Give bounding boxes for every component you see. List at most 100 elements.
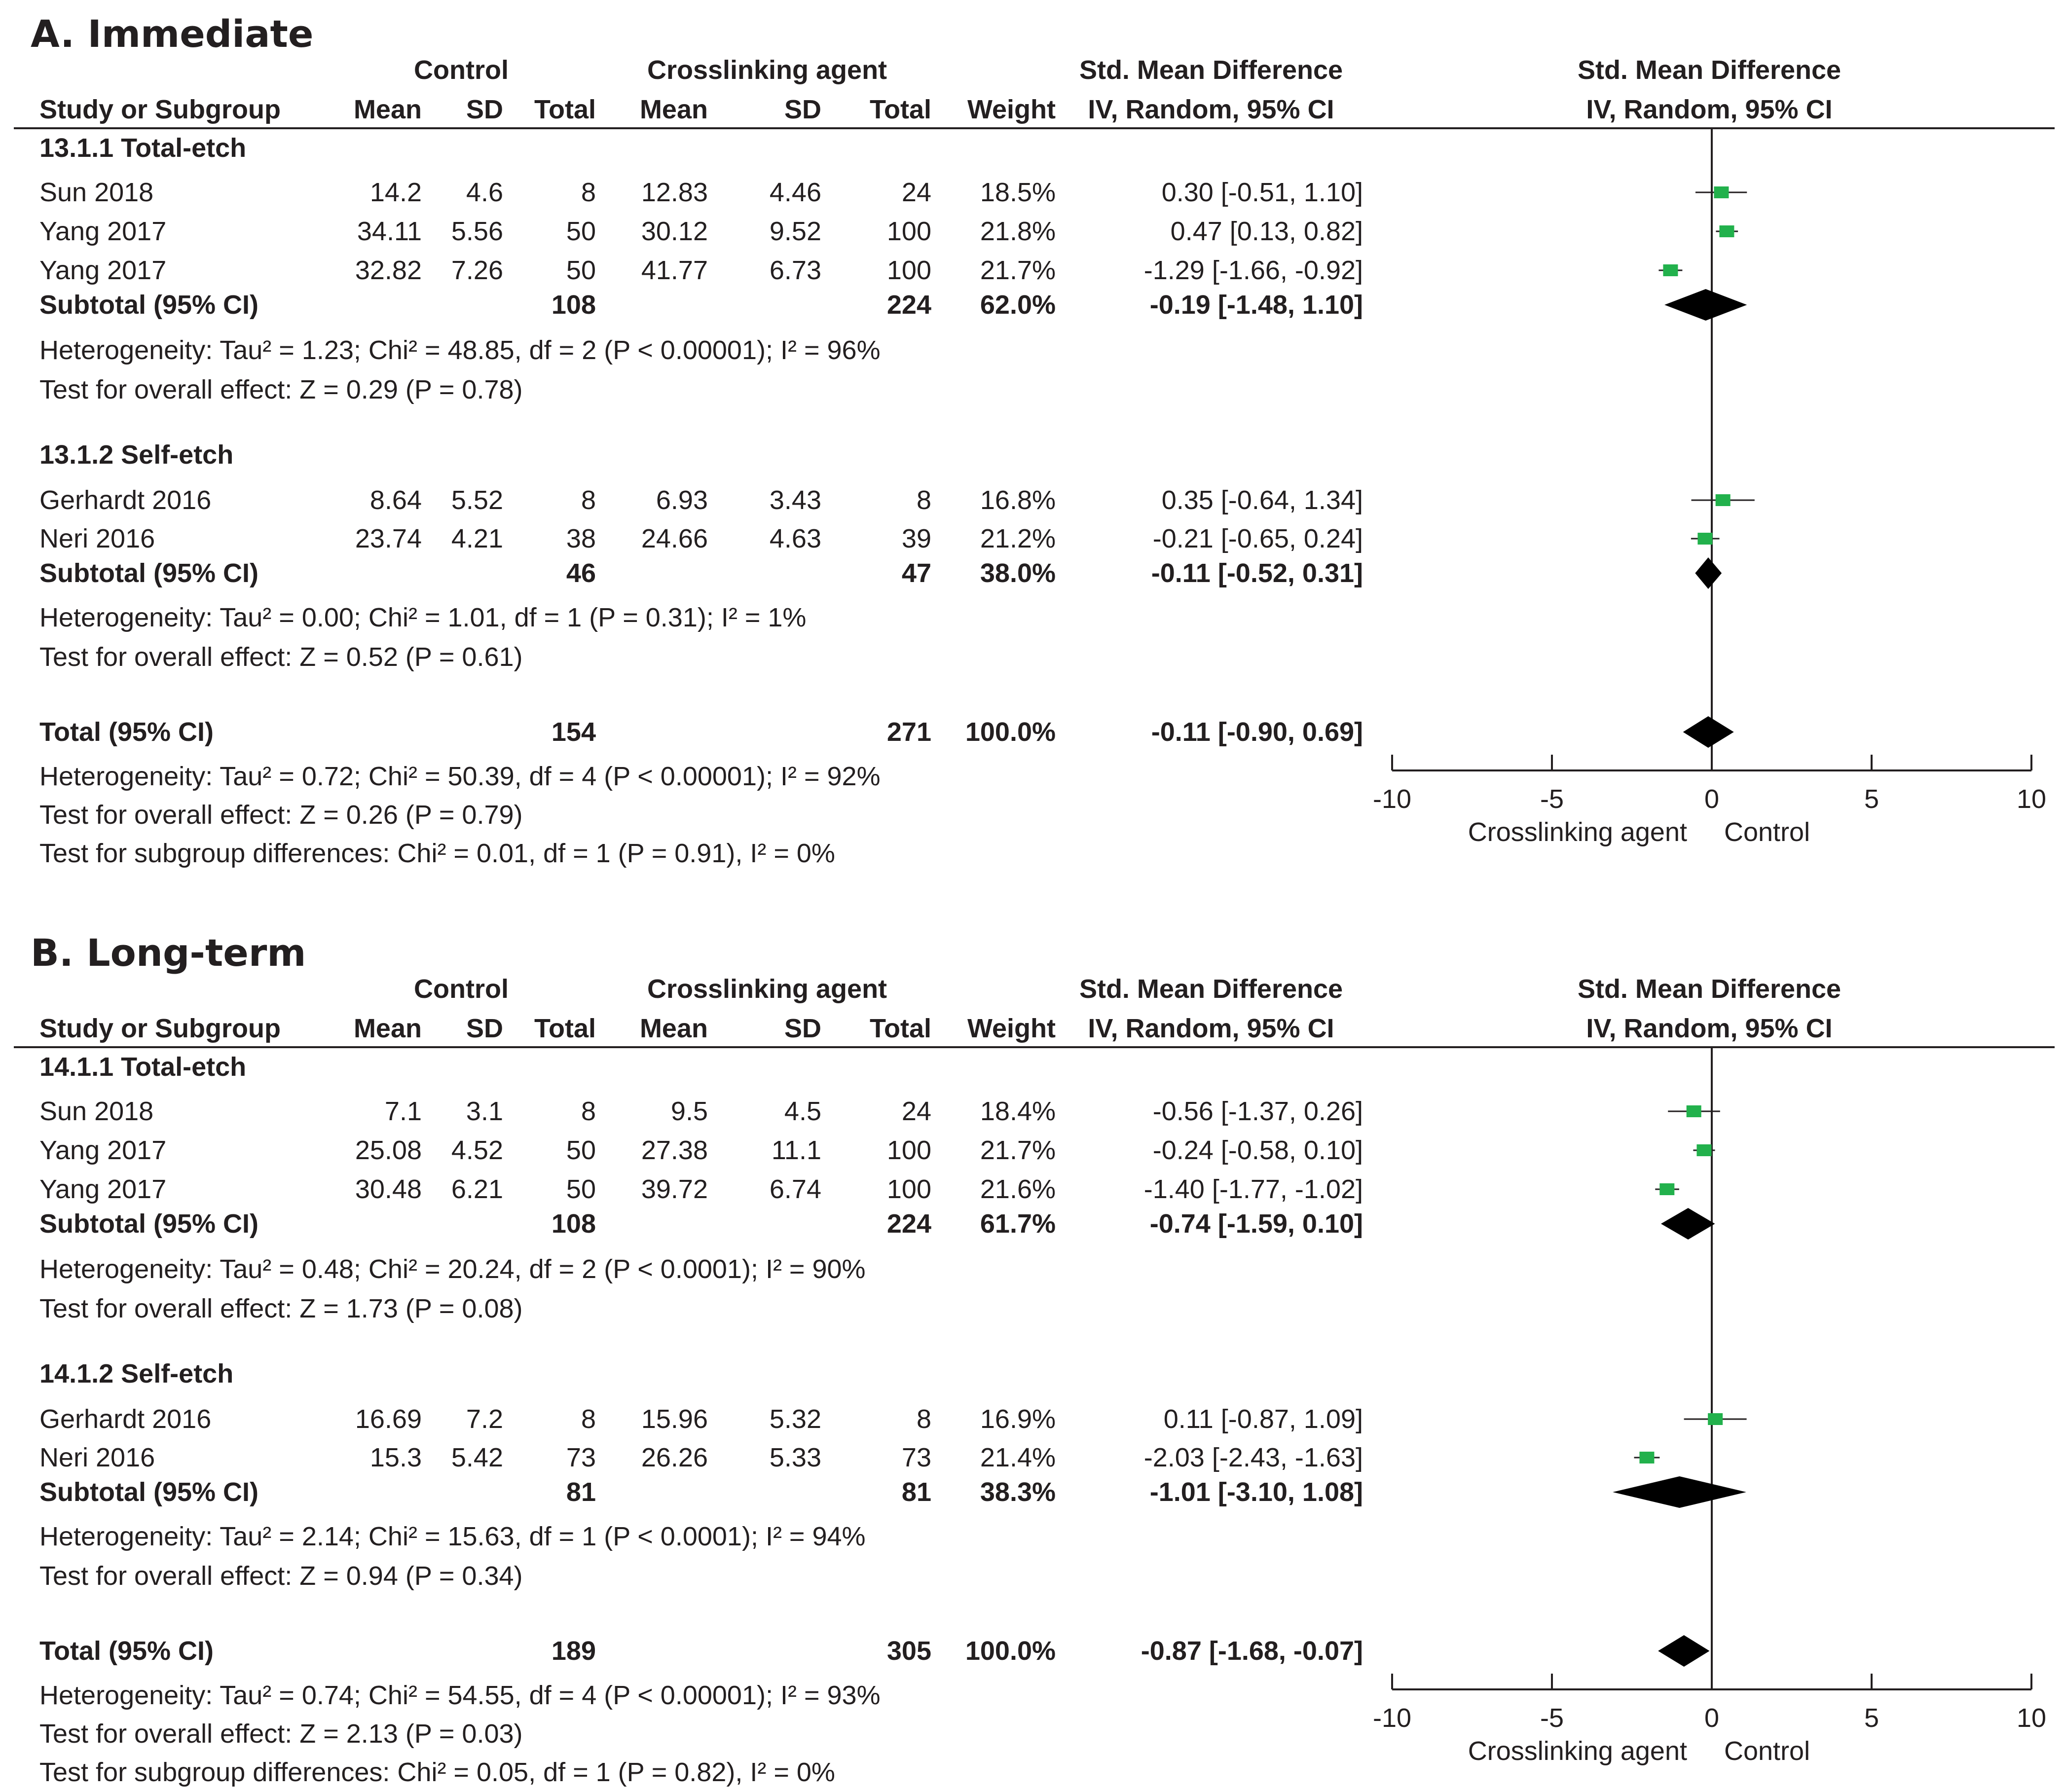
weight: 21.6% (980, 1174, 1056, 1204)
header-crosslinking: Crosslinking agent (647, 55, 887, 85)
header-smd: Std. Mean Difference (1079, 55, 1343, 85)
x-tick-label: -10 (1373, 784, 1411, 814)
sd-control: 5.42 (451, 1443, 503, 1472)
total-crosslinking: 24 (902, 178, 931, 207)
mean-control: 14.2 (370, 178, 422, 207)
x-tick-label: 10 (2017, 1703, 2046, 1733)
weight: 21.2% (980, 524, 1056, 553)
mean-crosslinking: 41.77 (641, 256, 708, 285)
total-label: Total (95% CI) (39, 717, 214, 747)
study-name: Neri 2016 (39, 1443, 155, 1472)
weight: 18.4% (980, 1097, 1056, 1126)
subtotal-label: Subtotal (95% CI) (39, 290, 258, 320)
study-marker (1708, 1413, 1723, 1425)
smd-ci: -0.19 [-1.48, 1.10] (1150, 290, 1363, 320)
header-total-control: Total (534, 1014, 596, 1043)
header-smd: Std. Mean Difference (1079, 974, 1343, 1004)
weight: 21.7% (980, 256, 1056, 285)
x-tick-label: 10 (2017, 784, 2046, 814)
total-control: 8 (581, 1097, 596, 1126)
total-crosslinking: 224 (887, 290, 931, 320)
mean-control: 16.69 (355, 1404, 422, 1434)
mean-control: 25.08 (355, 1135, 422, 1165)
total-control: 8 (581, 178, 596, 207)
weight: 38.0% (980, 558, 1056, 588)
sd-control: 5.56 (451, 217, 503, 246)
x-label-left: Crosslinking agent (1468, 1736, 1687, 1766)
total-control: 81 (566, 1477, 596, 1507)
header-method: IV, Random, 95% CI (1088, 1014, 1334, 1043)
mean-crosslinking: 24.66 (641, 524, 708, 553)
x-tick-label: 5 (1864, 1703, 1879, 1733)
study-name: Gerhardt 2016 (39, 485, 211, 515)
total-control: 8 (581, 1404, 596, 1434)
header-mean-control: Mean (354, 1014, 422, 1043)
total-crosslinking: 100 (887, 1174, 931, 1204)
header-sd-control: SD (466, 1014, 503, 1043)
header-weight: Weight (967, 95, 1056, 124)
mean-control: 15.3 (370, 1443, 422, 1472)
sd-control: 3.1 (466, 1097, 503, 1126)
study-name: Yang 2017 (39, 256, 166, 285)
total-control: 108 (552, 1209, 596, 1239)
weight: 38.3% (980, 1477, 1056, 1507)
overall-effect-text: Test for overall effect: Z = 1.73 (P = 0… (39, 1294, 523, 1323)
weight: 62.0% (980, 290, 1056, 320)
sd-crosslinking: 9.52 (770, 217, 821, 246)
sd-crosslinking: 6.73 (770, 256, 821, 285)
subtotal-diamond (1660, 1208, 1715, 1240)
total-crosslinking: 24 (902, 1097, 931, 1126)
study-marker (1719, 225, 1734, 237)
mean-crosslinking: 6.93 (656, 485, 708, 515)
weight: 21.7% (980, 1135, 1056, 1165)
smd-ci: -0.87 [-1.68, -0.07] (1141, 1636, 1363, 1666)
mean-crosslinking: 12.83 (641, 178, 708, 207)
sd-crosslinking: 4.46 (770, 178, 821, 207)
total-crosslinking: 271 (887, 717, 931, 747)
mean-control: 30.48 (355, 1174, 422, 1204)
subtotal-label: Subtotal (95% CI) (39, 1209, 258, 1239)
header-plot-method: IV, Random, 95% CI (1586, 1014, 1832, 1043)
mean-control: 23.74 (355, 524, 422, 553)
x-tick-label: -10 (1373, 1703, 1411, 1733)
total-crosslinking: 100 (887, 1135, 931, 1165)
total-control: 73 (566, 1443, 596, 1472)
footer-text: Test for overall effect: Z = 2.13 (P = 0… (39, 1719, 523, 1749)
sd-control: 4.21 (451, 524, 503, 553)
heterogeneity-text: Heterogeneity: Tau² = 0.00; Chi² = 1.01,… (39, 603, 806, 632)
header-total-crosslinking: Total (870, 1014, 931, 1043)
weight: 16.9% (980, 1404, 1056, 1434)
total-crosslinking: 73 (902, 1443, 931, 1472)
mean-control: 7.1 (385, 1097, 422, 1126)
x-tick-label: -5 (1540, 1703, 1564, 1733)
header-plot: Std. Mean Difference (1578, 55, 1841, 85)
study-marker (1639, 1452, 1655, 1463)
sd-crosslinking: 5.32 (770, 1404, 821, 1434)
subgroup-label: 14.1.2 Self-etch (39, 1359, 233, 1389)
total-crosslinking: 8 (917, 1404, 931, 1434)
study-marker (1697, 533, 1713, 545)
footer-text: Test for overall effect: Z = 0.26 (P = 0… (39, 800, 523, 830)
total-diamond (1658, 1635, 1710, 1667)
mean-control: 34.11 (357, 217, 422, 246)
x-tick-label: 0 (1704, 784, 1719, 814)
mean-crosslinking: 39.72 (641, 1174, 708, 1204)
subgroup-label: 13.1.2 Self-etch (39, 440, 233, 470)
smd-ci: -0.21 [-0.65, 0.24] (1153, 524, 1363, 553)
total-control: 50 (566, 217, 596, 246)
smd-ci: -0.11 [-0.90, 0.69] (1151, 717, 1363, 747)
study-marker (1715, 494, 1731, 506)
study-name: Gerhardt 2016 (39, 1404, 211, 1434)
header-study: Study or Subgroup (39, 1014, 281, 1043)
sd-control: 7.26 (451, 256, 503, 285)
smd-ci: -0.74 [-1.59, 0.10] (1150, 1209, 1363, 1239)
panel-title: A. Immediate (31, 12, 313, 56)
sd-crosslinking: 4.5 (784, 1097, 821, 1126)
study-name: Yang 2017 (39, 1174, 166, 1204)
study-marker (1686, 1105, 1701, 1117)
mean-crosslinking: 9.5 (671, 1097, 708, 1126)
mean-crosslinking: 26.26 (641, 1443, 708, 1472)
subgroup-label: 14.1.1 Total-etch (39, 1052, 246, 1082)
